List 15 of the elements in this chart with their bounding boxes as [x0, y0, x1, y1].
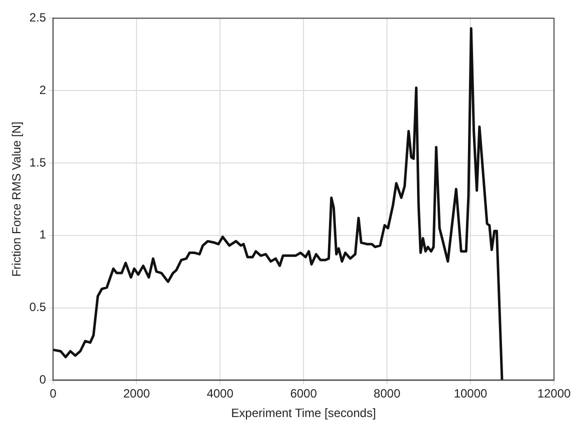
y-tick-label: 0	[39, 372, 46, 387]
x-tick-label: 0	[50, 386, 57, 401]
x-tick-label: 6000	[290, 386, 318, 401]
y-tick-label: 2.5	[29, 10, 46, 25]
y-tick-label: 2	[39, 82, 46, 97]
x-tick-label: 8000	[374, 386, 401, 401]
x-axis-title: Experiment Time [seconds]	[231, 406, 376, 420]
y-tick-label: 1.5	[29, 155, 46, 170]
y-axis-title: Friction Force RMS Value [N]	[10, 122, 24, 277]
y-tick-label: 1	[39, 228, 46, 242]
x-tick-label: 10000	[454, 386, 488, 401]
x-tick-label: 2000	[123, 386, 150, 401]
x-tick-label: 12000	[537, 386, 572, 401]
x-tick-label: 4000	[206, 386, 234, 401]
y-tick-label: 0.5	[29, 300, 46, 314]
